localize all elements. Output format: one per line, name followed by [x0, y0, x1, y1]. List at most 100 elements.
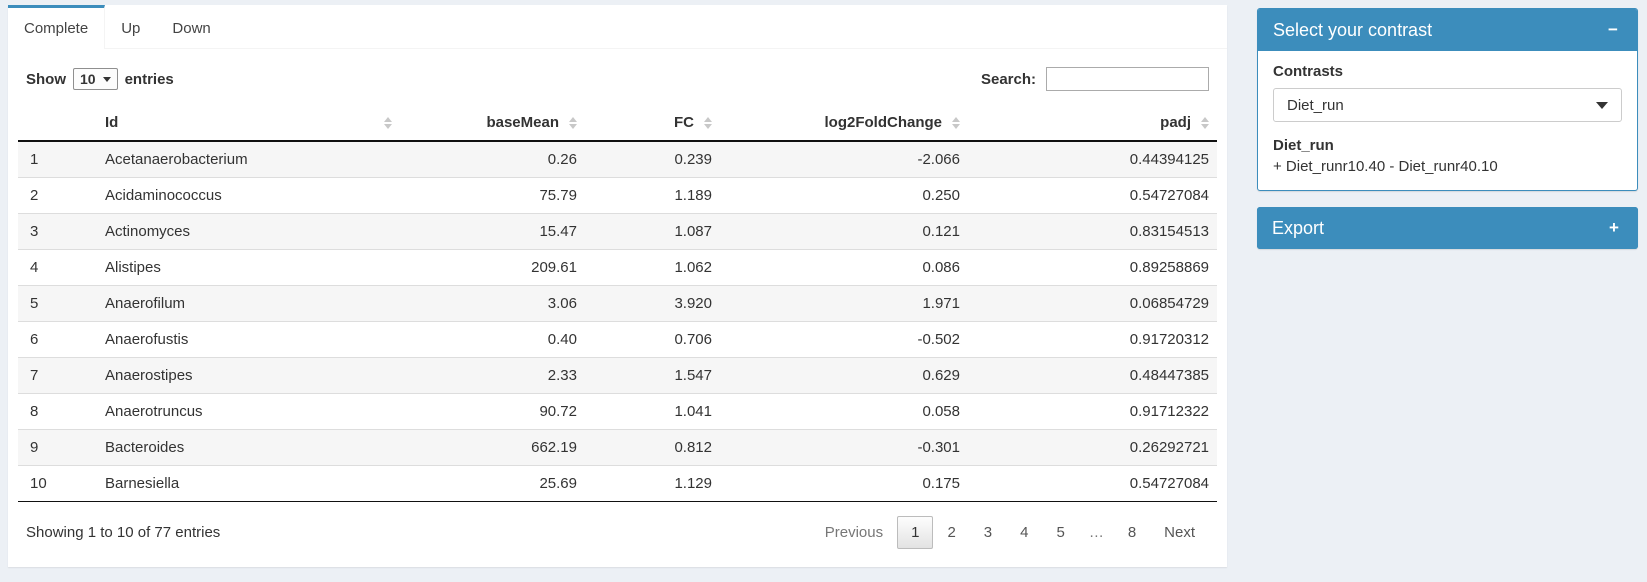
cell-fc: 0.706: [585, 321, 720, 358]
cell-rownum: 8: [18, 393, 93, 430]
cell-log2foldchange: -0.502: [720, 321, 968, 358]
tab-down[interactable]: Down: [172, 20, 211, 37]
tab-complete[interactable]: Complete: [8, 5, 106, 49]
cell-fc: 1.189: [585, 177, 720, 214]
pagination-page-3[interactable]: 3: [983, 524, 993, 541]
cell-id: Anaerofustis: [93, 321, 400, 358]
pagination-page-5[interactable]: 5: [1056, 524, 1065, 541]
search-input[interactable]: [1046, 67, 1209, 91]
table-row[interactable]: 10 Barnesiella 25.69 1.129 0.175 0.54727084: [18, 465, 1217, 502]
page-length-select[interactable]: 10: [73, 68, 118, 90]
column-header-fc[interactable]: FC: [585, 105, 720, 142]
table-body: 1 Acetanaerobacterium 0.26 0.239 -2.066 0.443…: [18, 141, 1217, 502]
table-header-row: Id baseMean FC log2FoldChange padj: [18, 105, 1217, 142]
collapse-minus-icon[interactable]: −: [1608, 20, 1618, 39]
column-label: log2FoldChange: [824, 114, 943, 131]
cell-log2foldchange: 0.058: [720, 393, 968, 430]
column-header-id[interactable]: Id: [93, 105, 400, 142]
export-box-title: Export: [1272, 217, 1325, 238]
cell-padj: 0.26292721: [968, 429, 1217, 466]
cell-log2foldchange: 0.086: [720, 249, 968, 286]
cell-id: Acetanaerobacterium: [105, 151, 248, 168]
contrasts-label: Contrasts: [1273, 63, 1344, 80]
page-length-value: 10: [80, 71, 96, 87]
cell-padj: 0.54727084: [968, 465, 1217, 502]
export-box: Export +: [1257, 207, 1638, 249]
tab-content: Show 10 entries Search: Id baseMean FC log2…: [8, 49, 1227, 567]
cell-rownum: 1: [30, 151, 39, 168]
pagination-ellipsis: …: [1088, 524, 1104, 541]
table-footer: Showing 1 to 10 of 77 entries Previous 1…: [18, 502, 1217, 567]
sort-icon: [952, 116, 960, 129]
pagination: Previous 1 2 3 4 5 … 8 Next: [811, 516, 1209, 549]
cell-padj: 0.91712322: [968, 393, 1217, 430]
cell-id: Anaerofilum: [93, 285, 400, 322]
export-box-header: Export +: [1257, 207, 1638, 249]
contrast-box-body: Contrasts Diet_run Diet_run + Diet_runr1…: [1258, 51, 1637, 190]
pagination-page-1[interactable]: 1: [897, 516, 934, 549]
results-box: Complete Up Down Show 10 entries Search:: [8, 5, 1227, 567]
cell-fc: 1.062: [585, 249, 720, 286]
cell-basemean: 0.40: [400, 321, 585, 358]
table-row[interactable]: 2 Acidaminococcus 75.79 1.189 0.250 0.5472708…: [18, 177, 1217, 214]
cell-basemean: 2.33: [400, 357, 585, 394]
table-row[interactable]: 1 Acetanaerobacterium 0.26 0.239 -2.066 0.443…: [18, 141, 1217, 178]
pagination-page-8[interactable]: 8: [1127, 524, 1137, 541]
cell-basemean: 0.26: [547, 151, 577, 168]
cell-id: Anaerotruncus: [93, 393, 400, 430]
pagination-pages: 1 2 3 4 5 … 8: [897, 516, 1150, 549]
table-row[interactable]: 8 Anaerotruncus 90.72 1.041 0.058 0.91712322: [18, 393, 1217, 430]
caret-down-icon: [1596, 101, 1608, 109]
column-header-rownum: [18, 105, 93, 142]
table-row[interactable]: 3 Actinomyces 15.47 1.087 0.121 0.83154513: [18, 213, 1217, 250]
cell-padj: 0.54727084: [968, 177, 1217, 214]
contrast-formula: + Diet_runr10.40 - Diet_runr40.10: [1273, 158, 1498, 175]
pagination-previous[interactable]: Previous: [824, 524, 884, 541]
table-row[interactable]: 6 Anaerofustis 0.40 0.706 -0.502 0.91720312: [18, 321, 1217, 358]
cell-id: Bacteroides: [93, 429, 400, 466]
tabs: Complete Up Down: [8, 5, 1227, 49]
page: Complete Up Down Show 10 entries Search:: [8, 5, 1638, 567]
cell-id: Acidaminococcus: [93, 177, 400, 214]
cell-fc: 3.920: [585, 285, 720, 322]
contrast-box-title: Select your contrast: [1273, 19, 1433, 40]
results-table: Id baseMean FC log2FoldChange padj 1 Acetanae…: [18, 105, 1217, 502]
column-header-log2foldchange[interactable]: log2FoldChange: [720, 105, 968, 142]
cell-id: Barnesiella: [93, 465, 400, 502]
datatable-controls: Show 10 entries Search:: [18, 59, 1217, 105]
cell-basemean: 75.79: [400, 177, 585, 214]
table-row[interactable]: 4 Alistipes 209.61 1.062 0.086 0.89258869: [18, 249, 1217, 286]
table-row[interactable]: 5 Anaerofilum 3.06 3.920 1.971 0.06854729: [18, 285, 1217, 322]
search-label: Search:: [980, 70, 1036, 88]
table-info: Showing 1 to 10 of 77 entries: [26, 524, 221, 541]
cell-fc: 1.087: [585, 213, 720, 250]
pagination-next[interactable]: Next: [1164, 524, 1195, 541]
cell-log2foldchange: 0.629: [720, 357, 968, 394]
expand-plus-icon[interactable]: +: [1609, 218, 1619, 237]
cell-id: Actinomyces: [93, 213, 400, 250]
table-row[interactable]: 7 Anaerostipes 2.33 1.547 0.629 0.48447385: [18, 357, 1217, 394]
cell-fc: 0.239: [674, 151, 712, 168]
sort-icon: [1201, 116, 1209, 129]
cell-rownum: 9: [18, 429, 93, 466]
cell-padj: 0.06854729: [968, 285, 1217, 322]
contrast-select[interactable]: Diet_run: [1273, 88, 1622, 122]
pagination-page-2[interactable]: 2: [947, 524, 956, 541]
cell-id: Alistipes: [93, 249, 400, 286]
pagination-page-4[interactable]: 4: [1020, 524, 1029, 541]
tab-up[interactable]: Up: [121, 20, 141, 37]
contrast-detail: Diet_run + Diet_runr10.40 - Diet_runr40.…: [1273, 137, 1622, 175]
contrast-name: Diet_run: [1273, 137, 1334, 154]
sidebar: Select your contrast − Contrasts Diet_ru…: [1257, 8, 1638, 249]
sort-icon: [384, 116, 392, 129]
cell-log2foldchange: 1.971: [720, 285, 968, 322]
sort-icon: [704, 116, 712, 129]
cell-padj: 0.48447385: [968, 357, 1217, 394]
show-label: Show: [26, 70, 66, 88]
column-header-padj[interactable]: padj: [968, 105, 1217, 142]
cell-fc: 1.547: [585, 357, 720, 394]
contrast-box: Select your contrast − Contrasts Diet_ru…: [1257, 8, 1638, 191]
column-header-basemean[interactable]: baseMean: [400, 105, 585, 142]
table-row[interactable]: 9 Bacteroides 662.19 0.812 -0.301 0.26292721: [18, 429, 1217, 466]
cell-basemean: 662.19: [400, 429, 585, 466]
